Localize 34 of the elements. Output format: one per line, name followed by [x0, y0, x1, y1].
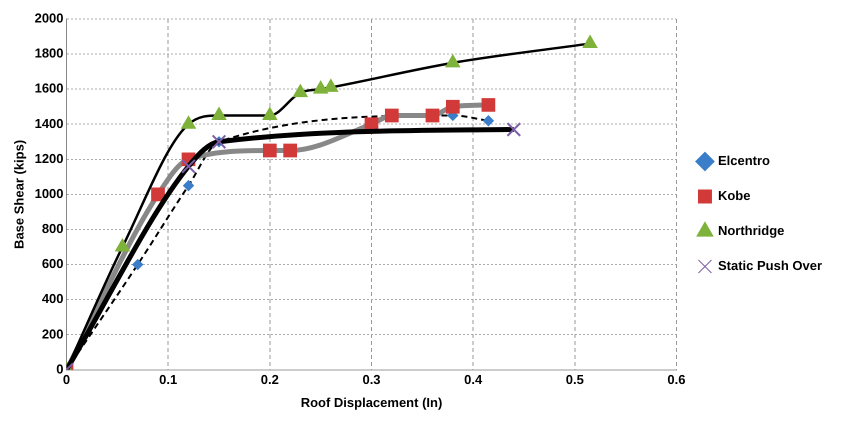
y-tick-label: 1600 [34, 80, 64, 96]
x-tick-label: 0.3 [362, 372, 381, 388]
point [283, 144, 298, 158]
x-axis-title: Roof Displacement (In) [300, 394, 442, 410]
y-tick-label: 600 [42, 256, 64, 272]
point [262, 144, 277, 158]
legend-label: Elcentro [718, 153, 770, 168]
point [384, 108, 399, 122]
x-tick-label: 0.6 [667, 372, 686, 388]
y-axis-title: Base Shear (kips) [11, 140, 26, 249]
y-tick-label: 1000 [34, 186, 64, 201]
legend-label: Kobe [718, 188, 750, 204]
y-tick-label: 1800 [34, 46, 64, 61]
point [482, 98, 496, 112]
point [506, 122, 522, 137]
point [446, 100, 460, 114]
y-tick-label: 200 [42, 326, 64, 342]
x-tick-label: 0.1 [159, 372, 178, 388]
x-tick-label: 0.5 [566, 372, 584, 388]
point [183, 180, 194, 192]
point [151, 188, 165, 202]
x-tick-label: 0.2 [260, 372, 279, 388]
legend-label: Static Push Over [718, 258, 822, 274]
y-tick-label: 1200 [34, 150, 64, 166]
point [426, 108, 440, 122]
point [181, 158, 196, 174]
y-tick-label: 0 [56, 361, 64, 376]
y-tick-label: 2000 [34, 10, 64, 26]
x-tick-label: 0.4 [464, 372, 483, 388]
legend-label: Northridge [718, 223, 784, 238]
y-tick-label: 400 [42, 291, 64, 306]
y-tick-label: 1400 [34, 116, 64, 131]
point [482, 115, 494, 126]
y-tick-label: 800 [42, 221, 64, 236]
